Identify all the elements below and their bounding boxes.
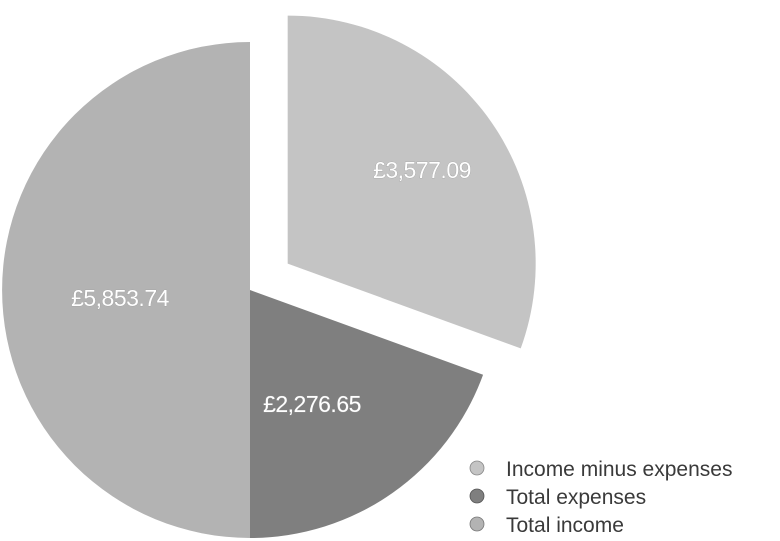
- slice-label-total-expenses: £2,276.65: [263, 391, 361, 417]
- pie-slices: [2, 15, 536, 538]
- slice-income-minus-expenses: [287, 15, 536, 349]
- slice-total-income: [2, 42, 250, 538]
- legend-item-total-expenses: Total expenses: [469, 486, 646, 509]
- slice-total-expenses: [250, 290, 484, 538]
- slice-label-income-minus-expenses: £3,577.09: [373, 157, 471, 183]
- legend-item-income-minus-expenses: Income minus expenses: [469, 458, 732, 481]
- slice-label-total-income: £5,853.74: [71, 285, 170, 311]
- legend: Income minus expenses Total expenses Tot…: [469, 458, 732, 537]
- legend-label-total-expenses: Total expenses: [506, 486, 646, 509]
- slice-labels: £3,577.09 £2,276.65 £5,853.74: [71, 157, 472, 418]
- legend-item-total-income: Total income: [469, 514, 624, 537]
- legend-swatch-total-expenses: [469, 488, 485, 504]
- legend-swatch-income-minus-expenses: [469, 460, 485, 476]
- legend-swatch-total-income: [469, 516, 485, 532]
- legend-label-total-income: Total income: [506, 514, 624, 537]
- legend-label-income-minus-expenses: Income minus expenses: [506, 458, 732, 481]
